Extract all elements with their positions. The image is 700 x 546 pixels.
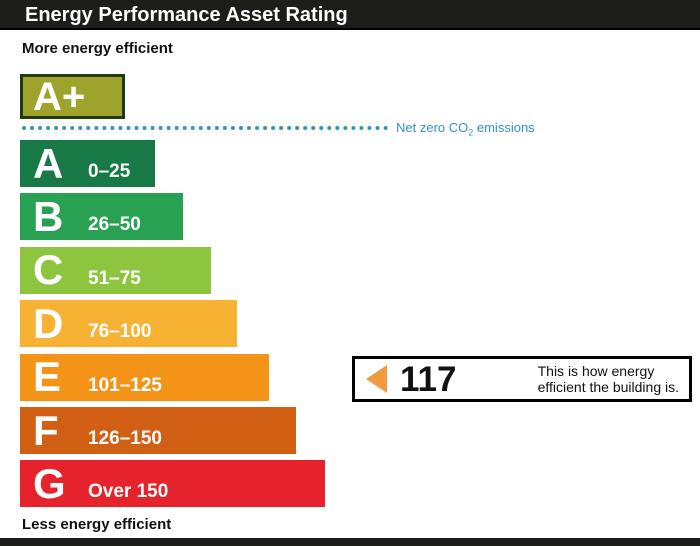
net-zero-dotted-line (22, 126, 388, 130)
rating-value: 117 (400, 359, 457, 399)
rating-description: This is how energy efficient the buildin… (537, 363, 679, 395)
band-range-label: 51–75 (88, 267, 141, 289)
bottom-bar (0, 538, 700, 546)
more-efficient-label: More energy efficient (22, 40, 173, 57)
band-letter: G (33, 459, 66, 507)
band-letter: D (33, 299, 64, 347)
band-row-a: A 0–25 (20, 140, 155, 187)
band-letter: C (33, 246, 64, 294)
less-efficient-label: Less energy efficient (22, 516, 172, 533)
page-title: Energy Performance Asset Rating (0, 0, 700, 30)
band-letter: A+ (33, 74, 86, 119)
band-row-b: B 26–50 (20, 192, 183, 241)
band-row-e: E 101–125 (20, 353, 269, 401)
band-row-aplus: A+ (20, 74, 125, 119)
net-zero-label: Net zero CO2 emissions (396, 120, 535, 138)
band-letter: A (33, 139, 64, 187)
band-row-f: F 126–150 (20, 407, 296, 454)
band-row-g: G Over 150 (20, 459, 325, 508)
band-letter: B (33, 192, 64, 240)
left-arrow-icon (364, 363, 388, 395)
band-letter: E (33, 353, 62, 401)
band-range-label: 126–150 (88, 428, 162, 449)
band-range-label: 0–25 (88, 161, 131, 182)
band-range-label: Over 150 (88, 481, 169, 503)
band-letter: F (33, 406, 59, 454)
band-range-label: 26–50 (88, 214, 141, 236)
band-row-c: C 51–75 (20, 246, 211, 294)
band-range-label: 76–100 (88, 321, 152, 343)
band-range-label: 101–125 (88, 374, 162, 396)
rating-indicator-box: 117 This is how energy efficient the bui… (352, 356, 692, 402)
band-row-d: D 76–100 (20, 299, 237, 348)
